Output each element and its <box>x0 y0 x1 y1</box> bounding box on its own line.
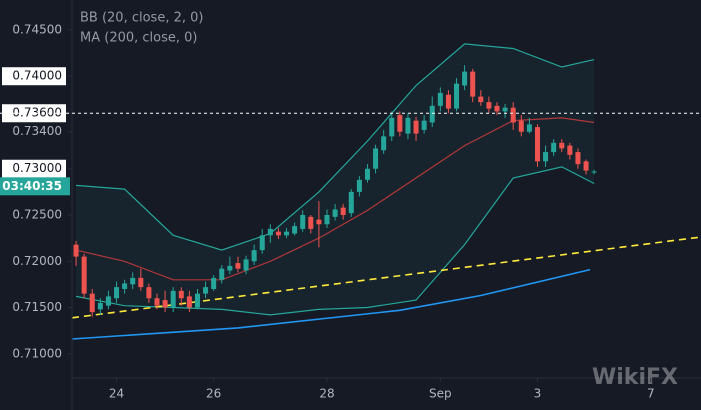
candle-body <box>162 300 168 308</box>
candle-body <box>348 191 354 214</box>
candle-body <box>194 293 200 308</box>
x-tick-label: 7 <box>647 387 655 401</box>
candle-body <box>292 226 298 234</box>
candle-body <box>437 92 443 106</box>
candle-body <box>454 83 460 109</box>
candle-body <box>445 94 451 109</box>
y-tick-label: 0.72500 <box>12 207 62 221</box>
x-tick-label: 26 <box>206 387 221 401</box>
candle-body <box>405 117 411 134</box>
candle-body <box>122 283 128 290</box>
ma-line <box>72 268 591 340</box>
candle-body <box>203 287 209 294</box>
candle-body <box>138 277 144 288</box>
candle-body <box>526 124 532 132</box>
candle-body <box>559 142 565 149</box>
candle-body <box>81 256 87 294</box>
candle-body <box>494 105 500 112</box>
candle-body <box>243 259 249 271</box>
candle-body <box>73 244 79 257</box>
candle-body <box>89 293 95 313</box>
y-tick-label: 0.71500 <box>12 300 62 314</box>
y-tick-label: 0.73400 <box>12 124 62 138</box>
candle-body <box>211 277 217 290</box>
candle-body <box>421 120 427 130</box>
candle-body <box>470 71 476 97</box>
candle-body <box>146 287 152 299</box>
candle-body <box>324 214 330 225</box>
countdown-box <box>0 177 70 196</box>
x-tick-label: Sep <box>429 387 452 401</box>
candle-body <box>356 179 362 192</box>
candle-body <box>275 231 281 236</box>
candle-body <box>105 296 111 306</box>
candle-body <box>381 136 387 151</box>
candle-body <box>583 161 589 171</box>
candle-body <box>259 235 265 251</box>
candle-body <box>510 107 516 123</box>
plot-area <box>72 43 701 340</box>
y-tick-box <box>2 159 66 178</box>
x-tick-label: 28 <box>319 387 334 401</box>
candle-body <box>567 145 573 155</box>
candle-body <box>373 148 379 169</box>
candle-body <box>170 290 176 308</box>
candle-body <box>316 219 322 225</box>
countdown-label: 03:40:35 <box>2 179 62 193</box>
candle-body <box>114 287 120 299</box>
candle-body <box>543 152 549 162</box>
candle-body <box>518 120 524 132</box>
candle-body <box>332 209 338 217</box>
candle-body <box>413 120 419 134</box>
candle-body <box>486 102 492 109</box>
candle-body <box>300 214 306 229</box>
trend-line <box>72 236 701 319</box>
candle-body <box>178 290 184 299</box>
candle-body <box>534 127 540 162</box>
y-tick-label: 0.71000 <box>12 346 62 360</box>
candle-body <box>227 265 233 271</box>
candle-body <box>267 228 273 236</box>
watermark: WikiFX <box>592 365 678 390</box>
candle-body <box>235 263 241 269</box>
bb-upper <box>75 43 595 251</box>
candle-body <box>462 71 468 86</box>
candle-body <box>130 277 136 285</box>
x-tick-label: 24 <box>109 387 124 401</box>
candle-body <box>502 107 508 112</box>
candle-body <box>429 105 435 123</box>
candle-body <box>364 168 370 180</box>
candle-body <box>575 152 581 165</box>
candle-body <box>251 250 257 262</box>
candle-body <box>284 231 290 236</box>
candle-body <box>219 268 225 280</box>
legend-bb: BB (20, close, 2, 0) <box>80 11 203 26</box>
x-tick-label: 3 <box>534 387 542 401</box>
candle-body <box>397 115 403 132</box>
bb-fill <box>76 43 595 315</box>
candle-body <box>478 96 484 103</box>
candle-body <box>389 117 395 137</box>
legend-ma: MA (200, close, 0) <box>80 31 197 46</box>
candle-body <box>340 207 346 215</box>
y-tick-label: 0.74500 <box>12 22 62 36</box>
y-tick-label: 0.74000 <box>12 69 62 83</box>
candle-body <box>186 296 192 308</box>
y-tick-box <box>2 67 66 86</box>
candle-body <box>308 216 314 229</box>
candle-body <box>154 298 160 306</box>
candle-body <box>591 171 597 173</box>
y-tick-label: 0.72000 <box>12 254 62 268</box>
y-tick-box <box>2 104 66 123</box>
candle-body <box>551 142 557 153</box>
y-tick-label: 0.73000 <box>12 161 62 175</box>
candle-body <box>97 302 103 310</box>
